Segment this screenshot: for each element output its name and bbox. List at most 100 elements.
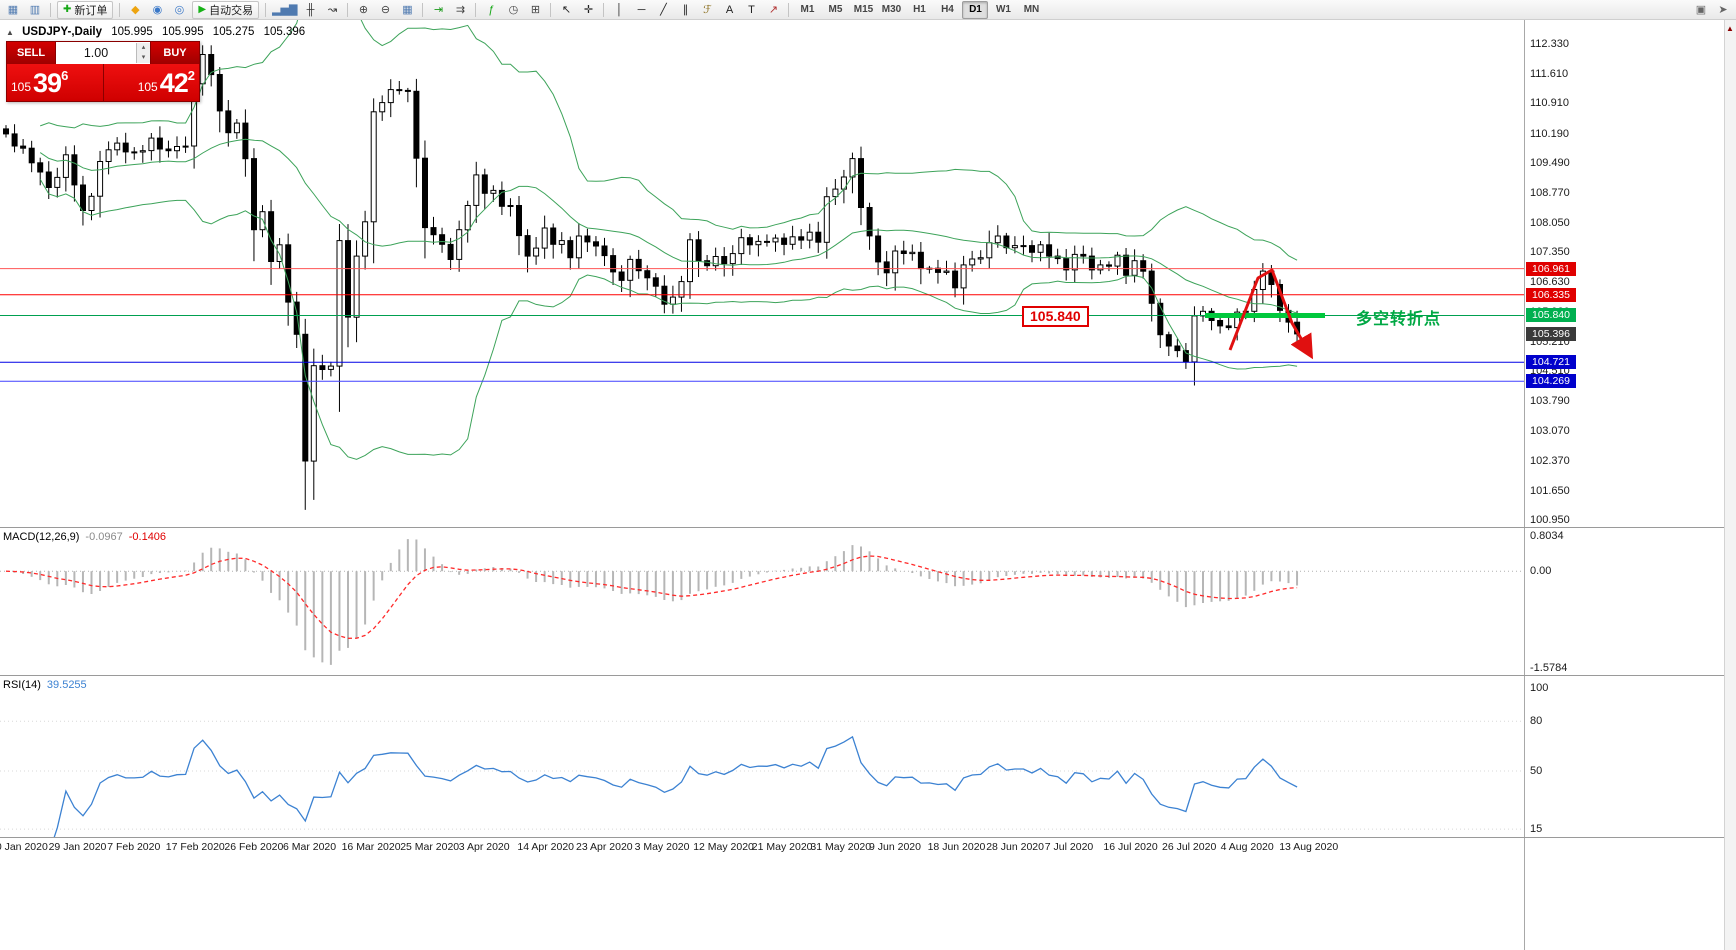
timeframe-m1-button[interactable]: M1 <box>800 4 815 15</box>
indicators-icon[interactable]: ƒ <box>488 3 495 16</box>
scroll-top-marker-icon[interactable]: ▲ <box>1726 24 1734 33</box>
price-tick: 109.490 <box>1530 156 1570 169</box>
date-label: 13 Aug 2020 <box>1279 841 1339 853</box>
price-tick: 110.910 <box>1530 97 1569 110</box>
vertical-line-icon[interactable]: │ <box>616 3 623 16</box>
timeframe-w1-button[interactable]: W1 <box>995 4 1011 15</box>
date-label: 12 May 2020 <box>693 841 754 853</box>
volume-input[interactable]: 1.00 ▴ ▾ <box>55 42 151 64</box>
volume-value[interactable]: 1.00 <box>83 46 109 60</box>
macd-title: MACD(12,26,9) <box>3 531 80 543</box>
line-chart-mode-icon[interactable]: ↝ <box>327 4 338 16</box>
macd-scale-label: -1.5784 <box>1530 662 1568 674</box>
date-label: 7 Feb 2020 <box>107 841 161 853</box>
date-label: 28 Jun 2020 <box>986 841 1044 853</box>
price-note-tag[interactable]: 105.840 <box>1022 306 1089 327</box>
new-chart-icon[interactable]: ▦ <box>7 4 19 16</box>
price-level-label: 104.721 <box>1526 355 1576 370</box>
price-chart[interactable] <box>0 20 1524 528</box>
price-tick: 111.610 <box>1530 68 1569 81</box>
rsi-title: RSI(14) <box>3 679 41 691</box>
macd-signal-value: -0.1406 <box>128 531 167 543</box>
rsi-value: 39.5255 <box>46 679 87 691</box>
date-label: 6 Mar 2020 <box>283 841 337 853</box>
buy-button[interactable]: BUY <box>151 42 199 64</box>
timeframe-m15-button[interactable]: M15 <box>853 4 874 15</box>
timeframe-m30-button[interactable]: M30 <box>881 4 902 15</box>
candlestick-mode-icon[interactable]: ╫ <box>306 3 315 16</box>
vps-icon[interactable]: ◎ <box>174 4 185 16</box>
timeframe-m5-button[interactable]: M5 <box>828 4 843 15</box>
price-tick: 112.330 <box>1530 38 1569 50</box>
macd-main-value: -0.0967 <box>85 531 123 543</box>
tile-windows-icon[interactable]: ▦ <box>402 4 413 16</box>
toolbar-separator <box>475 2 477 17</box>
spin-up-icon[interactable]: ▴ <box>137 43 150 53</box>
window-scrollbar[interactable]: ▲ <box>1724 20 1736 950</box>
date-label: 9 Jun 2020 <box>869 841 921 853</box>
auto-scroll-icon[interactable]: ⇥ <box>433 4 444 16</box>
ohlc-open: 105.995 <box>111 26 153 38</box>
panel-separator[interactable] <box>0 675 1736 676</box>
macd-label: MACD(12,26,9) -0.0967 -0.1406 <box>3 531 166 543</box>
timeframe-d1-button[interactable]: D1 <box>962 0 989 19</box>
pointer-tool-icon[interactable]: ➤ <box>1718 4 1728 16</box>
channel-icon[interactable]: ∥ <box>682 4 689 16</box>
symbol-title: USDJPY-,Daily <box>22 26 103 38</box>
turning-point-note[interactable]: 多空转折点 <box>1356 311 1442 328</box>
buy-price-pips: 42 <box>159 68 189 98</box>
price-level-label: 105.396 <box>1526 327 1576 342</box>
zoom-in-icon[interactable]: ⊕ <box>358 4 369 16</box>
trend-arrow-annotation[interactable] <box>1228 268 1314 360</box>
candles-layer <box>3 45 1301 510</box>
arrows-icon[interactable]: ↗ <box>768 4 779 16</box>
chart-shift-icon[interactable]: ⇉ <box>455 4 466 16</box>
templates-icon[interactable]: ⊞ <box>530 4 541 16</box>
timeframe-h4-button[interactable]: H4 <box>941 4 954 15</box>
docking-icon[interactable]: ▣ <box>1695 4 1707 16</box>
price-tick: 106.630 <box>1530 276 1570 289</box>
date-label: 16 Jul 2020 <box>1103 841 1158 853</box>
rsi-panel[interactable] <box>0 676 1524 838</box>
rsi-scale-label: 100 <box>1530 682 1549 694</box>
timeframe-h1-button[interactable]: H1 <box>913 4 926 15</box>
profiles-icon[interactable]: ▥ <box>29 4 41 16</box>
fibonacci-icon[interactable]: ℱ <box>703 4 712 16</box>
period-icon[interactable]: ◷ <box>508 4 519 16</box>
toolbar-separator <box>119 2 121 17</box>
volume-spinner[interactable]: ▴ ▾ <box>136 43 150 63</box>
sell-button[interactable]: SELL <box>7 42 55 64</box>
mql5-market-icon[interactable]: ◆ <box>131 4 140 16</box>
buy-price[interactable]: 105 42 2 <box>104 64 200 101</box>
spin-down-icon[interactable]: ▾ <box>137 53 150 63</box>
buy-price-prefix: 105 <box>137 80 158 94</box>
autotrade-button[interactable]: ▶ 自动交易 <box>192 0 260 19</box>
bar-chart-mode-icon[interactable]: ▂▅▇ <box>272 4 298 16</box>
timeframe-mn-button[interactable]: MN <box>1023 4 1040 15</box>
sell-price-prefix: 105 <box>11 80 32 94</box>
panel-separator[interactable] <box>0 837 1736 838</box>
price-level-label: 104.269 <box>1526 374 1576 389</box>
toolbar-separator <box>788 2 790 17</box>
toolbar-separator <box>50 2 51 17</box>
sell-price-fraction: 6 <box>61 68 69 83</box>
date-label: 4 Aug 2020 <box>1220 841 1274 853</box>
new-order-button[interactable]: ✚ 新订单 <box>57 0 114 19</box>
price-level-label: 106.961 <box>1526 261 1576 276</box>
trendline-icon[interactable]: ╱ <box>660 4 667 16</box>
signals-icon[interactable]: ◉ <box>152 4 163 16</box>
horizontal-line-icon[interactable]: ─ <box>637 3 646 16</box>
date-label: 16 Mar 2020 <box>341 841 401 853</box>
crosshair-icon[interactable]: ✛ <box>583 4 594 16</box>
cursor-icon[interactable]: ↖ <box>561 4 572 16</box>
one-click-collapse-icon[interactable]: ▲ <box>6 28 14 37</box>
panel-separator[interactable] <box>0 527 1736 528</box>
macd-panel[interactable] <box>0 528 1524 676</box>
text-icon[interactable]: A <box>725 3 734 16</box>
zoom-out-icon[interactable]: ⊖ <box>380 4 391 16</box>
price-axis[interactable]: 112.330 111.610 110.910 110.190 109.490 108.7… <box>1524 20 1736 950</box>
turning-point-segment[interactable] <box>1205 313 1325 318</box>
sell-price[interactable]: 105 39 6 <box>7 64 103 101</box>
label-icon[interactable]: T <box>748 3 755 16</box>
